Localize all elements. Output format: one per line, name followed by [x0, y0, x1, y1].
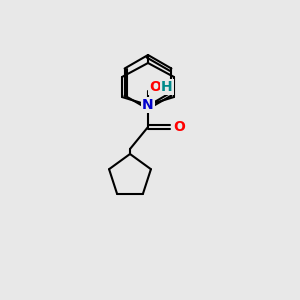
Text: H: H: [161, 80, 173, 94]
Text: O: O: [149, 80, 161, 94]
Text: O: O: [173, 120, 185, 134]
Text: N: N: [142, 98, 154, 112]
